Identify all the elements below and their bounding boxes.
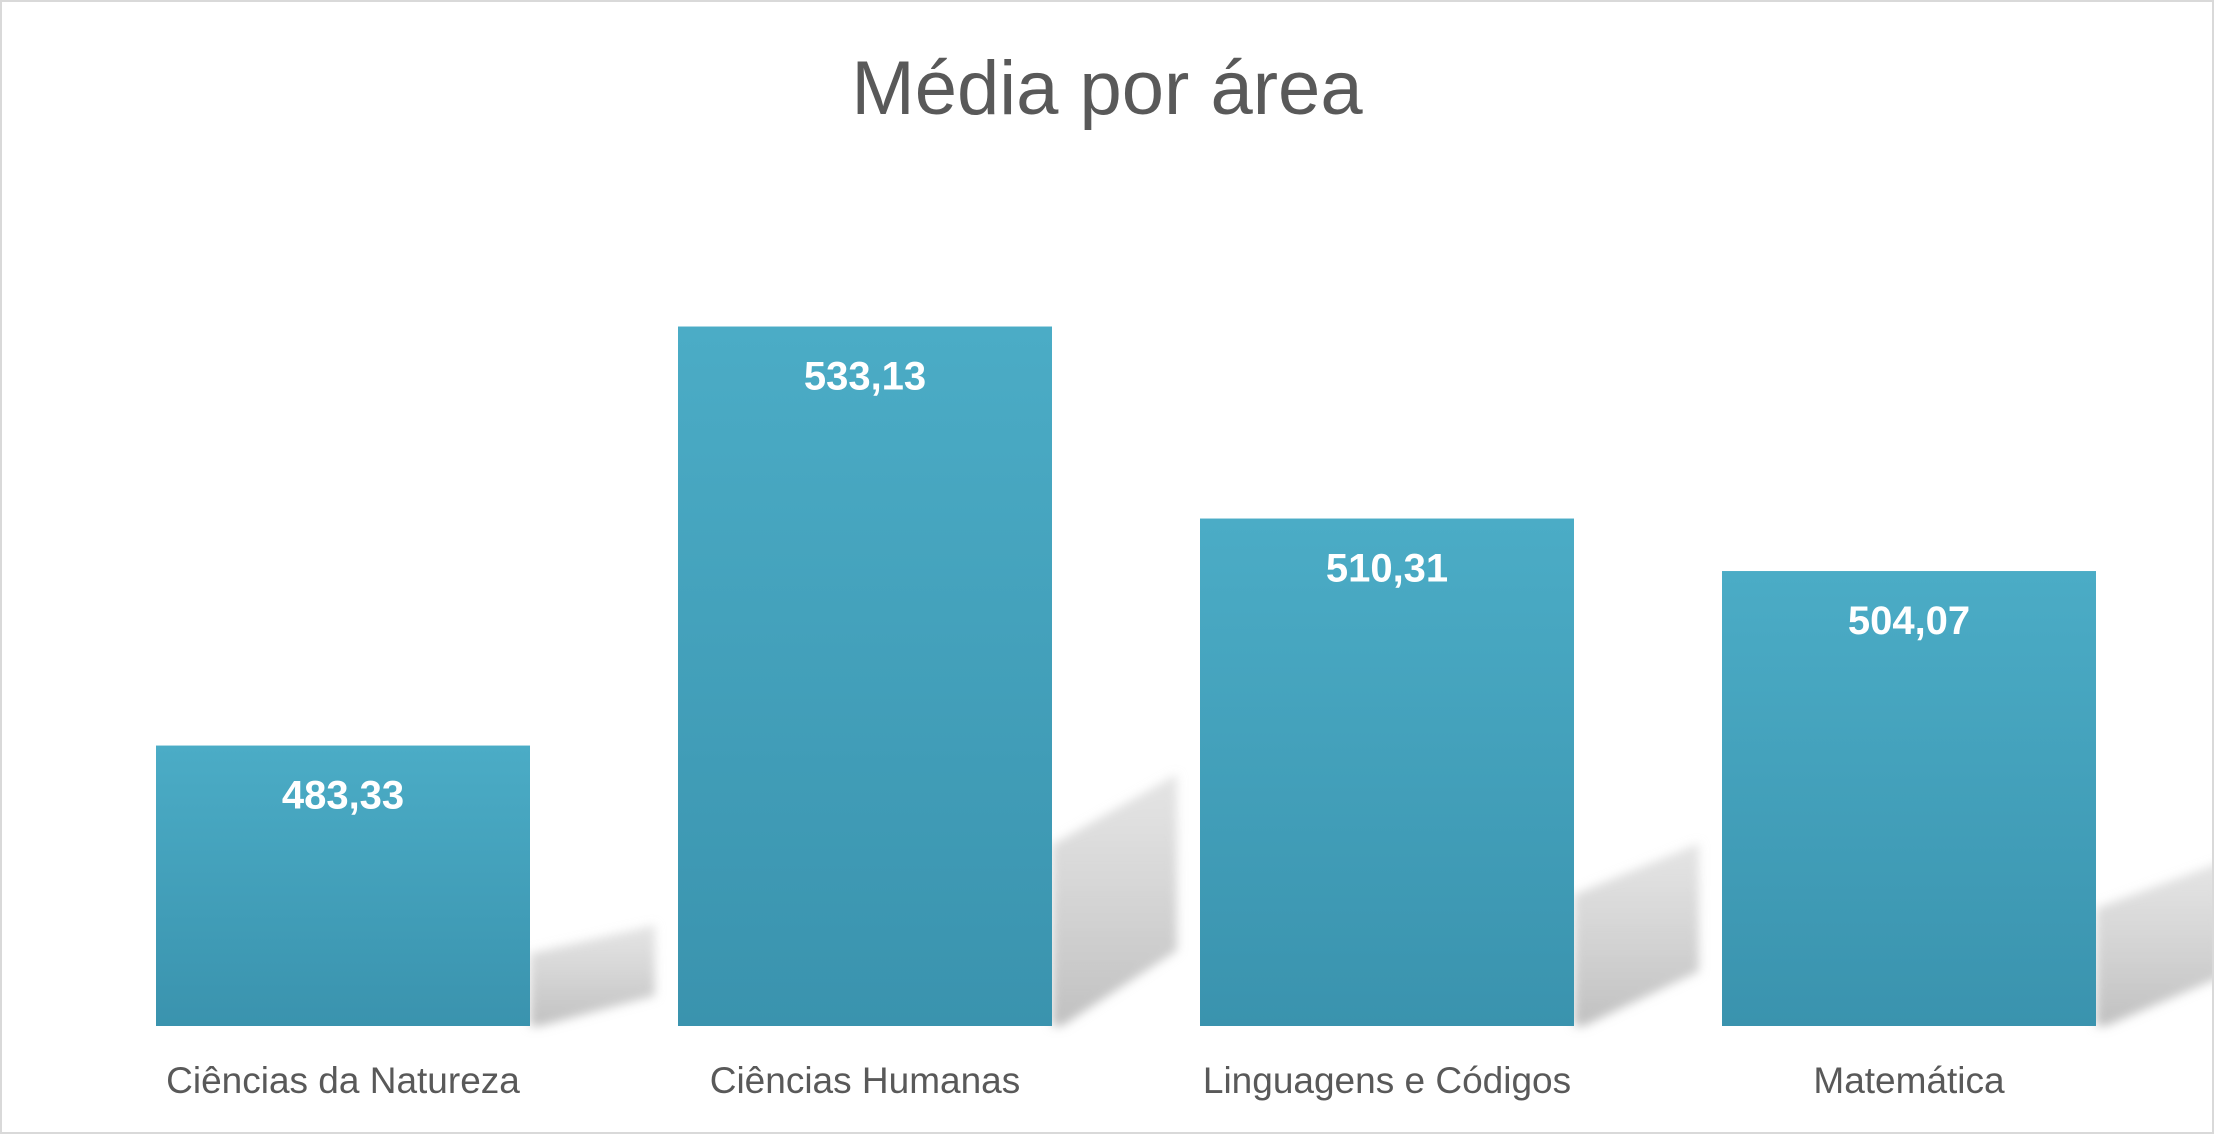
bar-shadow-ciencias-humanas	[1052, 774, 1177, 1026]
data-label-ciencias-humanas: 533,13	[804, 355, 926, 399]
data-labels-group: 483,33 533,13 510,31 504,07	[282, 355, 1970, 818]
bar-ciencias-da-natureza	[156, 745, 530, 1026]
data-label-matematica: 504,07	[1848, 599, 1970, 643]
category-labels-group: Ciências da Natureza Ciências Humanas Ling…	[166, 1060, 2005, 1101]
bar-linguagens-e-codigos	[1200, 518, 1574, 1026]
category-label-ciencias-da-natureza: Ciências da Natureza	[166, 1060, 520, 1101]
category-label-ciencias-humanas: Ciências Humanas	[710, 1060, 1021, 1101]
category-label-linguagens-e-codigos: Linguagens e Códigos	[1203, 1060, 1571, 1101]
bar-matematica	[1722, 571, 2096, 1026]
bar-shadows	[530, 774, 2212, 1026]
bar-shadow-linguagens-e-codigos	[1574, 843, 1699, 1026]
category-label-matematica: Matemática	[1813, 1060, 2005, 1101]
bar-shadow-ciencias-da-natureza	[530, 925, 655, 1026]
data-label-ciencias-da-natureza: 483,33	[282, 774, 404, 818]
bars-group	[156, 326, 2096, 1026]
bar-shadow-matematica	[2096, 865, 2212, 1026]
chart-title: Média por área	[851, 46, 1363, 131]
data-label-linguagens-e-codigos: 510,31	[1326, 547, 1448, 591]
bar-ciencias-humanas	[678, 326, 1052, 1026]
